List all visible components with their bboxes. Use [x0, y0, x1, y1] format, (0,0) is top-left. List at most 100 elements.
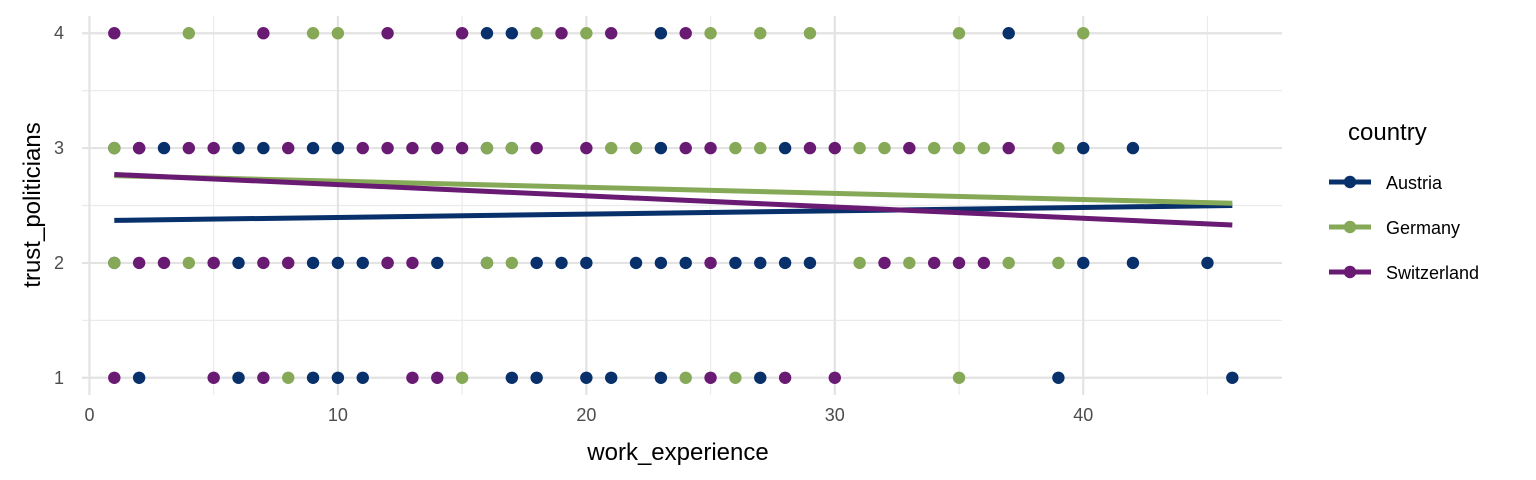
point-austria: [754, 256, 767, 270]
point-switzerland: [381, 27, 394, 40]
point-austria: [729, 256, 742, 270]
point-switzerland: [108, 27, 121, 40]
y-axis-ticks: 1 2 3 4: [54, 23, 64, 388]
point-germany: [480, 256, 494, 270]
point-germany: [505, 256, 519, 270]
point-austria: [1226, 371, 1239, 384]
point-germany: [903, 256, 916, 270]
point-austria: [356, 256, 369, 270]
point-germany: [1052, 141, 1065, 155]
point-switzerland: [977, 256, 991, 270]
point-austria: [604, 371, 618, 384]
point-germany: [952, 371, 966, 384]
y-tick-label: 3: [54, 138, 64, 158]
point-germany: [977, 141, 991, 155]
point-germany: [754, 141, 767, 155]
point-switzerland: [828, 141, 841, 155]
point-switzerland: [207, 256, 220, 270]
point-austria: [555, 256, 568, 270]
point-germany: [729, 371, 742, 384]
legend-key-point-germany: [1343, 220, 1357, 234]
point-switzerland: [381, 256, 394, 270]
point-switzerland: [108, 371, 121, 384]
legend-label-austria: Austria: [1386, 173, 1443, 193]
point-germany: [108, 256, 121, 270]
point-germany: [306, 27, 320, 40]
point-germany: [480, 141, 494, 155]
point-switzerland: [182, 141, 196, 155]
point-germany: [1002, 256, 1015, 270]
point-austria: [803, 256, 817, 270]
point-switzerland: [530, 141, 543, 155]
point-switzerland: [257, 371, 270, 384]
point-germany: [803, 27, 817, 40]
point-germany: [729, 141, 742, 155]
legend-title: country: [1348, 119, 1427, 146]
point-austria: [580, 256, 593, 270]
legend-label-germany: Germany: [1386, 218, 1460, 238]
point-austria: [654, 256, 668, 270]
point-austria: [778, 141, 792, 155]
point-switzerland: [132, 141, 146, 155]
x-tick-label: 30: [825, 405, 845, 425]
point-switzerland: [455, 141, 469, 155]
x-tick-label: 40: [1073, 405, 1093, 425]
point-germany: [952, 141, 966, 155]
point-austria: [1077, 141, 1090, 155]
point-austria: [480, 27, 494, 40]
point-switzerland: [406, 371, 419, 384]
legend: country Austria Germany Switzerland: [1329, 119, 1479, 283]
point-austria: [629, 256, 643, 270]
point-switzerland: [704, 141, 717, 155]
point-switzerland: [455, 27, 469, 40]
point-switzerland: [282, 256, 295, 270]
point-switzerland: [604, 27, 618, 40]
point-switzerland: [803, 141, 817, 155]
point-germany: [754, 27, 767, 40]
y-tick-label: 4: [54, 23, 64, 43]
point-austria: [654, 27, 668, 40]
point-switzerland: [207, 371, 220, 384]
point-austria: [1126, 141, 1140, 155]
fit-line-austria: [114, 203, 1233, 223]
fit-lines: [114, 171, 1233, 228]
fit-line-switzerland: [114, 171, 1233, 228]
point-germany: [1077, 27, 1090, 40]
point-austria: [232, 371, 245, 384]
x-tick-label: 10: [328, 405, 348, 425]
data-points: [108, 27, 1239, 384]
point-switzerland: [406, 141, 419, 155]
point-germany: [182, 27, 196, 40]
legend-label-switzerland: Switzerland: [1386, 263, 1479, 283]
point-austria: [1126, 256, 1140, 270]
x-tick-label: 20: [576, 405, 596, 425]
x-tick-label: 0: [84, 405, 94, 425]
point-austria: [505, 27, 519, 40]
point-switzerland: [1002, 141, 1015, 155]
point-germany: [604, 141, 618, 155]
point-austria: [356, 371, 369, 384]
x-axis-ticks: 0 10 20 30 40: [84, 405, 1093, 425]
point-germany: [629, 141, 643, 155]
point-austria: [1201, 256, 1214, 270]
point-germany: [878, 141, 891, 155]
point-germany: [952, 27, 966, 40]
point-switzerland: [927, 256, 941, 270]
point-switzerland: [207, 141, 220, 155]
point-germany: [853, 141, 866, 155]
point-germany: [182, 256, 196, 270]
point-switzerland: [282, 141, 295, 155]
point-switzerland: [431, 141, 444, 155]
point-switzerland: [257, 27, 270, 40]
point-austria: [778, 256, 792, 270]
point-austria: [331, 141, 345, 155]
y-tick-label: 2: [54, 253, 64, 273]
legend-key-point-austria: [1343, 175, 1357, 189]
point-switzerland: [356, 141, 369, 155]
point-germany: [505, 141, 519, 155]
legend-key-point-switzerland: [1343, 265, 1357, 279]
fit-line-germany: [114, 173, 1233, 206]
point-austria: [306, 256, 320, 270]
point-austria: [306, 141, 320, 155]
